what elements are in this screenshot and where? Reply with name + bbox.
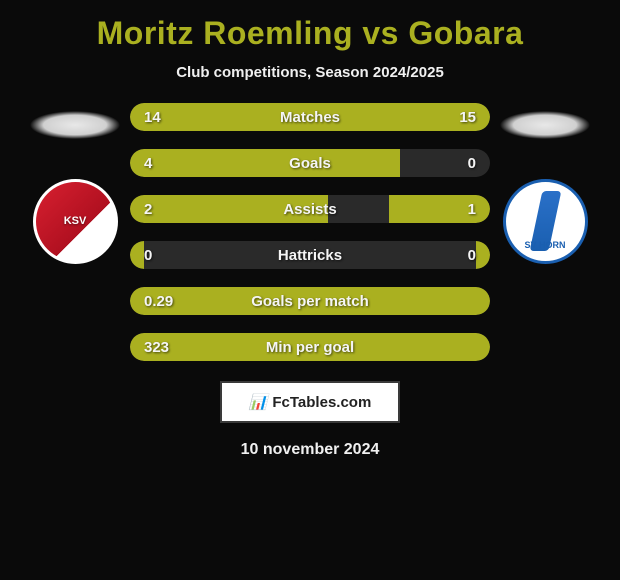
date-text: 10 november 2024 bbox=[241, 441, 380, 459]
stat-value-left: 0.29 bbox=[144, 287, 173, 315]
stat-bar: 323Min per goal bbox=[130, 333, 490, 361]
club-badge-right: SV HORN bbox=[503, 179, 588, 264]
infographic-container: Moritz Roemling vs Gobara Club competiti… bbox=[0, 0, 620, 469]
player-silhouette-right bbox=[500, 111, 590, 139]
comparison-row: KSV 1415Matches40Goals21Assists00Hattric… bbox=[0, 103, 620, 361]
stat-value-left: 0 bbox=[144, 241, 152, 269]
stat-value-right: 1 bbox=[468, 195, 476, 223]
stat-value-left: 323 bbox=[144, 333, 169, 361]
stat-fill-left bbox=[130, 149, 400, 177]
stat-bar: 0 0Hattricks bbox=[130, 241, 490, 269]
stats-column: 1415Matches40Goals21Assists00Hattricks0.… bbox=[130, 103, 490, 361]
stat-fill-right bbox=[476, 241, 490, 269]
stat-fill-left bbox=[130, 287, 490, 315]
stat-fill-left bbox=[130, 241, 144, 269]
stat-fill-left bbox=[130, 195, 328, 223]
club-badge-right-label: SV HORN bbox=[524, 241, 565, 251]
stat-value-left: 14 bbox=[144, 103, 161, 131]
brand-text: FcTables.com bbox=[272, 394, 371, 411]
stat-value-left: 2 bbox=[144, 195, 152, 223]
stat-bar: 0.29Goals per match bbox=[130, 287, 490, 315]
stat-bar: 40Goals bbox=[130, 149, 490, 177]
stat-value-right: 15 bbox=[459, 103, 476, 131]
stat-bar: 1415Matches bbox=[130, 103, 490, 131]
chart-icon: 📊 bbox=[249, 393, 267, 411]
left-player-col: KSV bbox=[20, 103, 130, 264]
stat-label: Hattricks bbox=[130, 241, 490, 269]
club-badge-left-label: KSV bbox=[64, 215, 87, 227]
stat-value-left: 4 bbox=[144, 149, 152, 177]
stat-bar: 21Assists bbox=[130, 195, 490, 223]
subtitle: Club competitions, Season 2024/2025 bbox=[176, 64, 444, 81]
player-silhouette-left bbox=[30, 111, 120, 139]
page-title: Moritz Roemling vs Gobara bbox=[97, 15, 524, 52]
stat-fill-left bbox=[130, 333, 490, 361]
club-badge-left: KSV bbox=[33, 179, 118, 264]
stat-value-right: 0 bbox=[468, 241, 476, 269]
right-player-col: SV HORN bbox=[490, 103, 600, 264]
stat-value-right: 0 bbox=[468, 149, 476, 177]
brand-logo: 📊 FcTables.com bbox=[220, 381, 400, 423]
